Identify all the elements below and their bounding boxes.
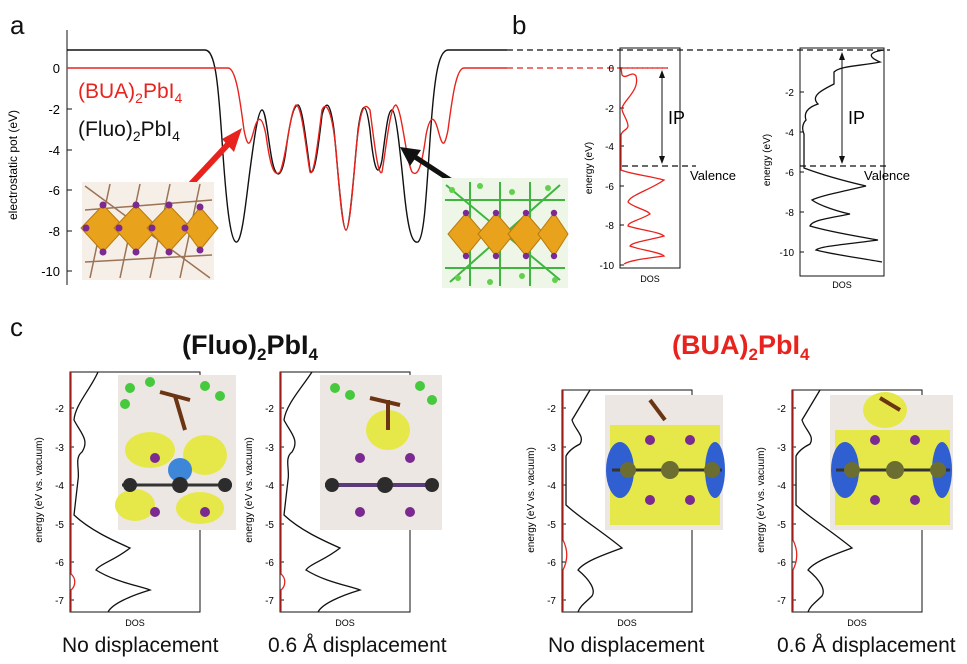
- panel-b-left-ip-label: IP: [668, 108, 685, 128]
- panel-b-right-ytick: -8: [785, 208, 794, 219]
- panel-c-ylabel: energy (eV vs. vacuum): [244, 437, 255, 543]
- panel-a-ytick: -8: [48, 224, 60, 239]
- panel-b-right-ytick: -2: [785, 88, 794, 99]
- panel-label-c: c: [10, 312, 23, 342]
- panel-c-xlabel: DOS: [335, 618, 355, 628]
- caption-displacement: 0.6 Å displacement: [777, 634, 956, 657]
- panel-label-a: a: [10, 10, 25, 40]
- panel-c-ytick: -5: [777, 520, 786, 531]
- panel-c-ylabel: energy (eV vs. vacuum): [756, 447, 767, 553]
- panel-b-left-xlabel: DOS: [640, 274, 660, 284]
- panel-label-b: b: [512, 10, 527, 40]
- panel-b-left-valence-label: Valence: [690, 168, 736, 183]
- panel-b-right-markers: IP Valence: [800, 52, 910, 183]
- caption-no-displacement: No displacement: [62, 634, 219, 657]
- panel-c-ytick: -5: [547, 520, 556, 531]
- legend-bua: (BUA)2PbI4: [78, 80, 183, 106]
- panel-b-right-ip-label: IP: [848, 108, 865, 128]
- panel-c-ytick: -4: [547, 481, 556, 492]
- panel-c-plot-1-axes: -2 -3 -4 -5 -6 -7 energy (eV vs. vacuum)…: [34, 371, 201, 628]
- panel-b-left-axes: 0 -2 -4 -6 -8 -10 energy (eV) DOS: [584, 47, 681, 284]
- panel-c-ytick: -6: [265, 558, 274, 569]
- panel-b-left-ylabel: energy (eV): [584, 142, 595, 194]
- orbital-image-4: [830, 392, 953, 530]
- panel-b-right-ylabel: energy (eV): [762, 134, 773, 186]
- panel-c-ytick: -7: [777, 596, 786, 607]
- panel-c-ytick: -5: [265, 520, 274, 531]
- bua-crystal-structure: [80, 182, 219, 280]
- panel-c-xlabel: DOS: [125, 618, 145, 628]
- legend-fluo: (Fluo)2PbI4: [78, 118, 180, 144]
- orbital-image-1: [115, 375, 236, 530]
- panel-c-ytick: -2: [265, 404, 274, 415]
- fluo-potential-curve: [67, 49, 507, 243]
- panel-c-ytick: -7: [55, 596, 64, 607]
- panel-a-b-connectors: [507, 49, 890, 69]
- panel-c-ytick: -2: [547, 404, 556, 415]
- panel-b-right-valence-label: Valence: [864, 168, 910, 183]
- panel-a-axes: 0 -2 -4 -6 -8 -10 electrostatic pot (eV): [6, 30, 72, 285]
- panel-b-left-markers: IP Valence: [622, 67, 736, 183]
- panel-a-ytick: -2: [48, 102, 60, 117]
- panel-c-xlabel: DOS: [847, 618, 867, 628]
- orbital-image-2: [320, 375, 442, 530]
- panel-a-ytick: -6: [48, 183, 60, 198]
- panel-b-left-ytick: -8: [605, 221, 614, 232]
- panel-b-right-ytick: -4: [785, 128, 794, 139]
- red-arrow-icon: [187, 137, 235, 188]
- panel-c-ytick: -4: [265, 481, 274, 492]
- orbital-image-3: [605, 395, 725, 530]
- panel-b-right-xlabel: DOS: [832, 280, 852, 290]
- panel-c-title-bua: (BUA)2PbI4: [672, 330, 810, 364]
- panel-c-ylabel: energy (eV vs. vacuum): [34, 437, 45, 543]
- panel-a-ytick: -4: [48, 143, 60, 158]
- panel-b-left-ytick: 0: [608, 64, 614, 75]
- panel-a-ytick: 0: [53, 61, 60, 76]
- panel-a-arrows: [187, 128, 472, 196]
- panel-b-left-ytick: -6: [605, 182, 614, 193]
- panel-c-plot-4-axes: -2 -3 -4 -5 -6 -7 energy (eV vs. vacuum)…: [756, 389, 923, 628]
- panel-c-ytick: -4: [777, 481, 786, 492]
- fluo-dos-curve: [802, 49, 885, 263]
- panel-a-ylabel: electrostatic pot (eV): [6, 110, 20, 220]
- panel-b-right-ytick: -10: [780, 248, 795, 259]
- panel-c-ytick: -5: [55, 520, 64, 531]
- panel-b-right-ytick: -6: [785, 168, 794, 179]
- panel-c-ytick: -3: [547, 443, 556, 454]
- panel-b-left-ytick: -10: [600, 261, 615, 272]
- panel-a-curves: [67, 49, 507, 243]
- panel-c-ytick: -7: [265, 596, 274, 607]
- panel-b-left-ytick: -2: [605, 104, 614, 115]
- caption-displacement: 0.6 Å displacement: [268, 634, 447, 657]
- panel-c-ytick: -4: [55, 481, 64, 492]
- panel-c-ytick: -7: [547, 596, 556, 607]
- panel-c-ytick: -2: [55, 404, 64, 415]
- panel-c-ytick: -2: [777, 404, 786, 415]
- bua-dos-curve: [620, 67, 666, 265]
- bua-potential-curve: [67, 67, 507, 231]
- caption-no-displacement: No displacement: [548, 634, 705, 657]
- panel-b-left-ytick: -4: [605, 142, 614, 153]
- panel-c-ytick: -3: [55, 443, 64, 454]
- panel-c-xlabel: DOS: [617, 618, 637, 628]
- panel-c-ylabel: energy (eV vs. vacuum): [526, 447, 537, 553]
- fluo-crystal-structure: [442, 178, 569, 288]
- panel-c-title-fluo: (Fluo)2PbI4: [182, 330, 318, 364]
- panel-c-ytick: -3: [777, 443, 786, 454]
- panel-c-ytick: -6: [55, 558, 64, 569]
- panel-c-ytick: -3: [265, 443, 274, 454]
- panel-a-ytick: -10: [41, 264, 60, 279]
- panel-c-ytick: -6: [777, 558, 786, 569]
- panel-c-ytick: -6: [547, 558, 556, 569]
